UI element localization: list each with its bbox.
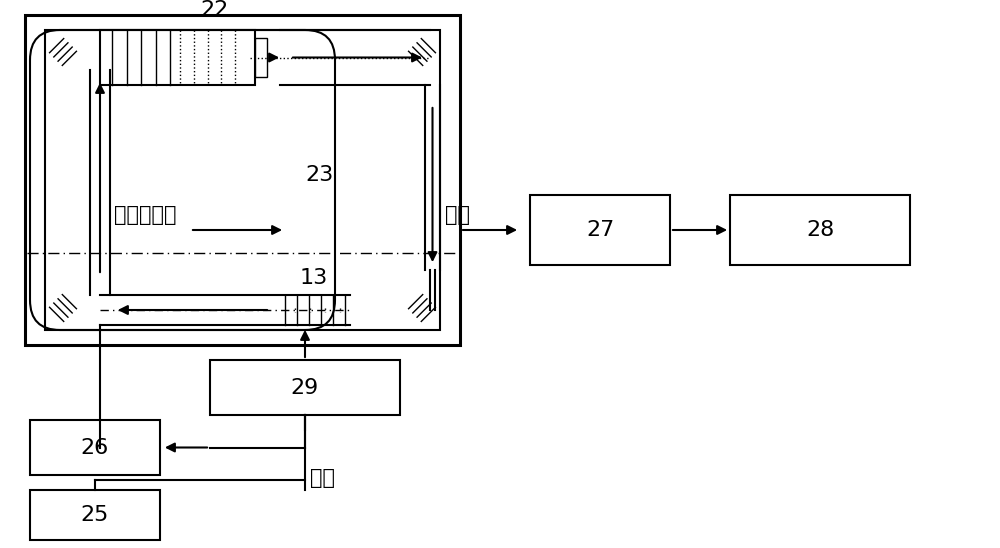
Bar bbox=[255, 38, 267, 77]
Text: 供气: 供气 bbox=[310, 468, 335, 488]
Bar bbox=[730, 195, 910, 265]
Bar bbox=[530, 195, 670, 265]
Bar bbox=[25, 15, 460, 345]
Text: 27: 27 bbox=[586, 220, 614, 240]
Bar bbox=[30, 420, 160, 475]
Bar bbox=[30, 490, 160, 540]
Text: 28: 28 bbox=[806, 220, 834, 240]
Text: 气沙混合物: 气沙混合物 bbox=[114, 205, 176, 225]
Bar bbox=[45, 30, 440, 330]
Text: 23: 23 bbox=[305, 165, 333, 185]
Bar bbox=[100, 30, 255, 85]
Text: 13: 13 bbox=[300, 268, 328, 288]
Text: 26: 26 bbox=[81, 437, 109, 458]
Bar bbox=[210, 360, 400, 415]
Text: 25: 25 bbox=[81, 505, 109, 525]
Text: 22: 22 bbox=[201, 0, 229, 20]
Text: 抄气: 抄气 bbox=[445, 205, 470, 225]
Text: 29: 29 bbox=[291, 378, 319, 397]
